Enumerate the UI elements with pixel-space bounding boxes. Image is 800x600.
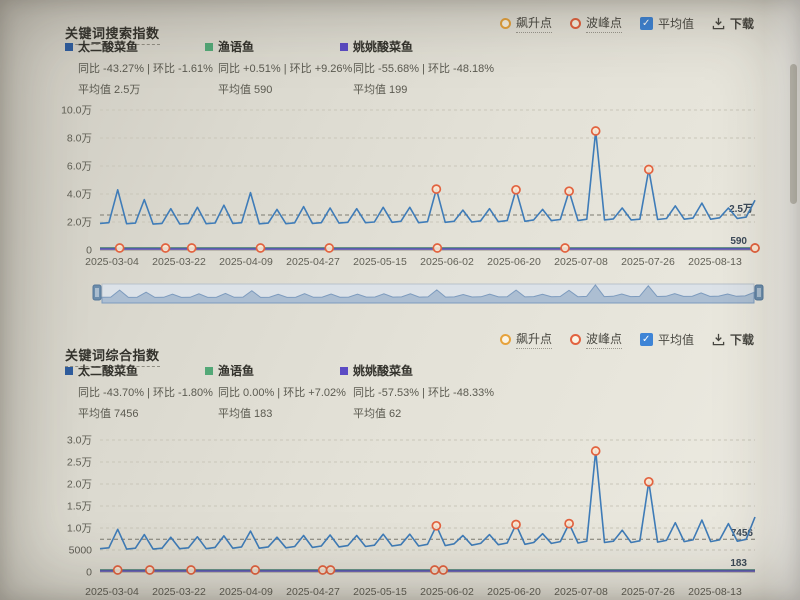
legend-ratio: 同比 -55.68% | 环比 -48.18% [353, 63, 495, 75]
peak-point-toggle[interactable]: 波峰点 [569, 14, 622, 33]
composite-index-chart: 3.0万 2.5万 2.0万 1.5万 1.0万 5000 0 7456 183 [45, 434, 760, 583]
svg-text:1.0万: 1.0万 [67, 523, 92, 535]
x-axis-label: 2025-04-09 [219, 586, 273, 598]
x-axis-label: 2025-04-09 [219, 256, 273, 268]
x-axis-label: 2025-06-02 [420, 256, 474, 268]
average-checkbox[interactable]: 平均值 [639, 331, 694, 348]
download-button[interactable]: 下载 [712, 331, 754, 348]
download-icon [712, 17, 725, 30]
svg-text:10.0万: 10.0万 [61, 105, 92, 117]
legend-swatch [65, 42, 73, 51]
chart-controls-bottom: 飙升点 波峰点 平均值 下载 [499, 330, 754, 349]
legend-swatch [205, 366, 213, 375]
brush-handle-left[interactable] [92, 284, 102, 301]
x-axis-label: 2025-08-13 [688, 586, 742, 598]
x-axis-label: 2025-08-13 [688, 256, 742, 268]
legend-ratio: 同比 -43.70% | 环比 -1.80% [78, 387, 213, 399]
surge-point-toggle[interactable]: 飙升点 [499, 14, 552, 33]
chart-controls-top: 飙升点 波峰点 平均值 下载 [499, 14, 754, 33]
surge-point-icon [499, 18, 511, 29]
x-axis-label: 2025-05-15 [353, 256, 407, 268]
download-label: 下载 [729, 333, 754, 347]
x-axis-label: 2025-05-15 [353, 586, 407, 598]
download-label: 下载 [729, 17, 754, 31]
legend-item-yaoyao[interactable]: 姚姚酸菜鱼 同比 -55.68% | 环比 -48.18% 平均值 199 [340, 38, 495, 97]
brush-handle-right[interactable] [754, 284, 764, 301]
average-checkbox[interactable]: 平均值 [639, 15, 694, 32]
svg-text:2.0万: 2.0万 [67, 217, 92, 229]
download-icon [712, 333, 725, 346]
surge-point-label: 飙升点 [515, 330, 552, 349]
legend-average: 平均值 62 [353, 408, 402, 420]
svg-text:8.0万: 8.0万 [67, 133, 92, 145]
checkbox-checked-icon [639, 17, 653, 30]
svg-text:2.0万: 2.0万 [67, 479, 92, 491]
peak-point-label: 波峰点 [585, 330, 622, 349]
legend-average: 平均值 199 [353, 84, 408, 96]
x-axis-label: 2025-03-22 [152, 256, 206, 268]
x-axis-label: 2025-07-08 [554, 256, 608, 268]
surge-point-label: 飙升点 [515, 14, 552, 33]
download-button[interactable]: 下载 [712, 15, 754, 32]
x-axis-label: 2025-03-22 [152, 586, 206, 598]
legend-item-yaoyao[interactable]: 姚姚酸菜鱼 同比 -57.53% | 环比 -48.33% 平均值 62 [340, 362, 495, 421]
page-scrollbar[interactable] [790, 64, 797, 204]
legend-ratio: 同比 -57.53% | 环比 -48.33% [353, 387, 495, 399]
x-axis-label: 2025-03-04 [85, 256, 139, 268]
legend-swatch [65, 366, 73, 375]
panel-title-search-index: 关键词搜索指数 [65, 23, 160, 45]
svg-text:2.5万: 2.5万 [729, 203, 753, 215]
x-axis-labels: 2025-03-04 2025-03-22 2025-04-09 2025-04-27… [85, 586, 760, 599]
peak-point-icon [569, 334, 581, 345]
average-label: 平均值 [657, 333, 694, 347]
peak-point-icon [569, 18, 581, 29]
svg-text:6.0万: 6.0万 [67, 161, 92, 173]
checkbox-checked-icon [639, 333, 653, 346]
date-range-slider[interactable] [92, 280, 764, 306]
peak-point-label: 波峰点 [585, 14, 622, 33]
surge-point-toggle[interactable]: 飙升点 [499, 330, 552, 349]
legend-item-yuyuyu[interactable]: 渔语鱼 同比 0.00% | 环比 +7.02% 平均值 183 [205, 362, 355, 421]
legend-ratio: 同比 +0.51% | 环比 +9.26% [218, 63, 353, 75]
legend-ratio: 同比 -43.27% | 环比 -1.61% [78, 63, 213, 75]
legend-swatch [340, 42, 348, 51]
surge-point-icon [499, 334, 511, 345]
svg-text:3.0万: 3.0万 [67, 435, 92, 447]
legend-item-taier[interactable]: 太二酸菜鱼 同比 -43.27% | 环比 -1.61% 平均值 2.5万 [65, 38, 215, 97]
search-index-chart: 10.0万 8.0万 6.0万 4.0万 2.0万 0 2.5万 590 [45, 104, 760, 261]
svg-text:590: 590 [730, 236, 747, 247]
x-axis-label: 2025-07-08 [554, 586, 608, 598]
svg-text:183: 183 [730, 558, 747, 569]
legend-average: 平均值 590 [218, 84, 273, 96]
svg-text:5000: 5000 [69, 545, 93, 557]
x-axis-label: 2025-06-02 [420, 586, 474, 598]
legend-swatch [205, 42, 213, 51]
x-axis-label: 2025-06-20 [487, 256, 541, 268]
svg-text:0: 0 [86, 567, 92, 579]
svg-text:2.5万: 2.5万 [67, 457, 92, 469]
svg-text:4.0万: 4.0万 [67, 189, 92, 201]
legend-average: 平均值 183 [218, 408, 273, 420]
legend-average: 平均值 2.5万 [78, 84, 141, 96]
x-axis-label: 2025-06-20 [487, 586, 541, 598]
x-axis-label: 2025-03-04 [85, 586, 139, 598]
legend-item-yuyuyu[interactable]: 渔语鱼 同比 +0.51% | 环比 +9.26% 平均值 590 [205, 38, 355, 97]
legend-item-taier[interactable]: 太二酸菜鱼 同比 -43.70% | 环比 -1.80% 平均值 7456 [65, 362, 215, 421]
legend-average: 平均值 7456 [78, 408, 139, 420]
svg-text:7456: 7456 [731, 528, 754, 539]
svg-text:0: 0 [86, 245, 92, 257]
svg-text:1.5万: 1.5万 [67, 501, 92, 513]
x-axis-label: 2025-07-26 [621, 256, 675, 268]
panel-title-composite-index: 关键词综合指数 [65, 345, 160, 367]
x-axis-label: 2025-04-27 [286, 586, 340, 598]
x-axis-label: 2025-04-27 [286, 256, 340, 268]
legend-ratio: 同比 0.00% | 环比 +7.02% [218, 387, 346, 399]
legend-swatch [340, 366, 348, 375]
peak-point-toggle[interactable]: 波峰点 [569, 330, 622, 349]
average-label: 平均值 [657, 17, 694, 31]
x-axis-labels: 2025-03-04 2025-03-22 2025-04-09 2025-04-27… [85, 256, 760, 269]
x-axis-label: 2025-07-26 [621, 586, 675, 598]
